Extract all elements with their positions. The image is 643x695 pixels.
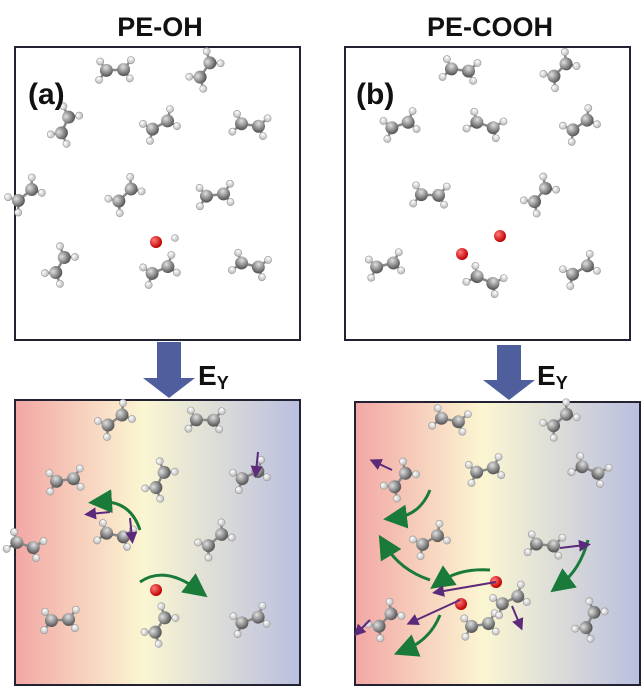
panel-label: (a)	[28, 78, 65, 111]
panel-title: PE-OH	[117, 12, 203, 42]
field-label: EY	[537, 360, 568, 393]
figure: PE-OH PE-COOH (a) (b) EY EY	[0, 0, 643, 690]
field-label: EY	[198, 360, 229, 393]
panel-box-field	[355, 402, 640, 685]
panel-title: PE-COOH	[427, 12, 553, 42]
panel-label: (b)	[356, 78, 394, 111]
